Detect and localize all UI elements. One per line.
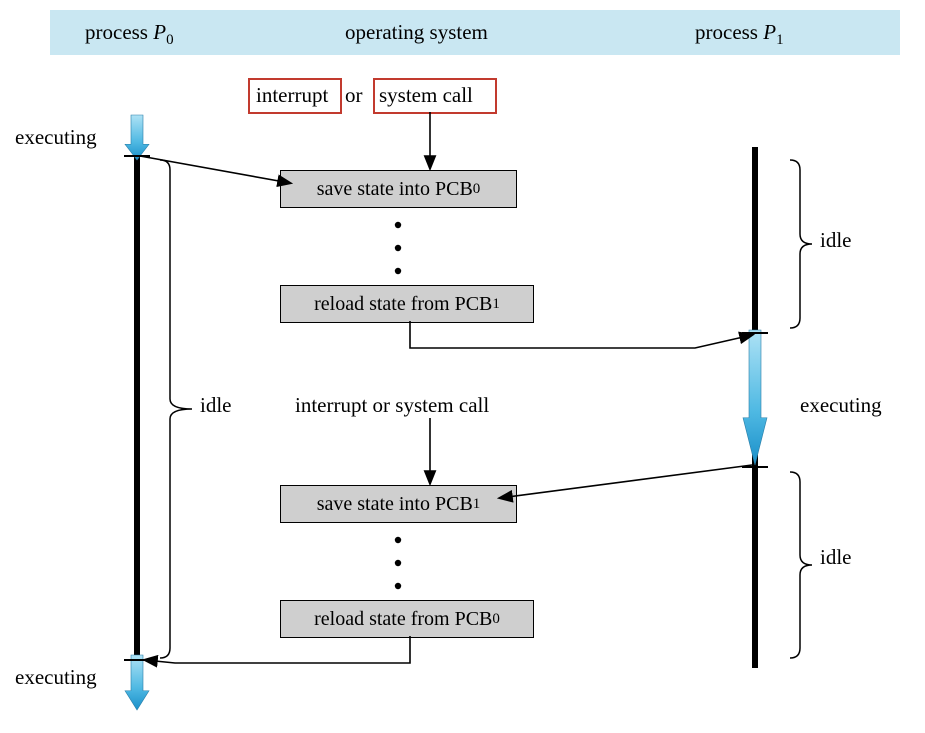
label-idle-p1-top: idle — [820, 228, 852, 253]
timeline-p0 — [134, 147, 140, 668]
box-save-pcb1: save state into PCB1 — [280, 485, 517, 523]
label-idle-p1-bottom: idle — [820, 545, 852, 570]
label-executing-p0-bottom: executing — [15, 665, 97, 690]
header-label-p1: process P1 — [695, 20, 784, 49]
timeline-p1 — [752, 147, 758, 668]
label-idle-p0: idle — [200, 393, 232, 418]
label-syscall: system call — [379, 83, 473, 108]
header-label-os: operating system — [345, 20, 488, 45]
label-interrupt: interrupt — [256, 83, 328, 108]
header-label-p0: process P0 — [85, 20, 174, 49]
label-executing-p1: executing — [800, 393, 882, 418]
label-executing-p0-top: executing — [15, 125, 97, 150]
box-reload-pcb0: reload state from PCB0 — [280, 600, 534, 638]
label-or: or — [345, 83, 363, 108]
box-save-pcb0: save state into PCB0 — [280, 170, 517, 208]
label-interrupt-or-syscall-2: interrupt or system call — [295, 393, 489, 418]
box-reload-pcb1: reload state from PCB1 — [280, 285, 534, 323]
